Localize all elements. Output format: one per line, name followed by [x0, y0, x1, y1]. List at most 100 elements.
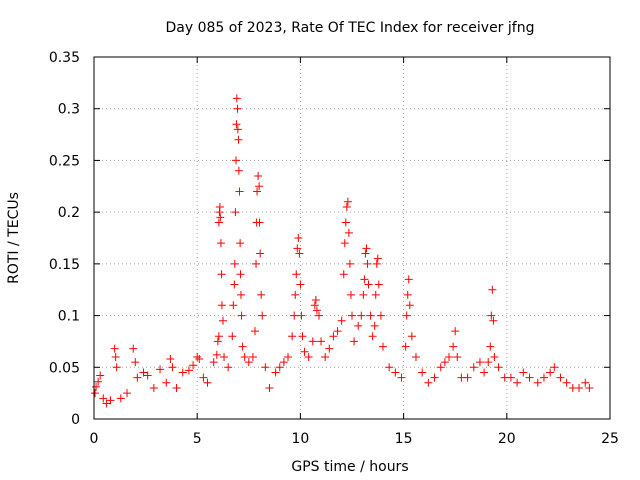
data-point — [368, 332, 377, 341]
data-point — [284, 352, 293, 361]
data-point — [539, 373, 548, 382]
data-point — [364, 280, 373, 289]
data-point — [244, 358, 253, 367]
data-point — [193, 352, 202, 361]
data-point — [275, 363, 284, 372]
data-point — [111, 352, 120, 361]
data-point — [340, 239, 349, 248]
data-point — [488, 285, 497, 294]
x-tick-label: 20 — [498, 431, 516, 447]
data-point — [213, 337, 222, 346]
data-point — [265, 383, 274, 392]
y-tick-label: 0.1 — [58, 309, 80, 325]
data-point — [346, 290, 355, 299]
data-point — [257, 290, 266, 299]
data-point — [463, 373, 472, 382]
data-point — [102, 399, 111, 408]
data-point — [217, 270, 226, 279]
data-point — [234, 135, 243, 144]
data-point — [261, 363, 270, 372]
data-point — [453, 352, 462, 361]
data-point — [391, 368, 400, 377]
data-point — [156, 365, 165, 374]
data-point — [240, 352, 249, 361]
y-tick-label: 0.35 — [49, 50, 80, 66]
data-point — [253, 187, 262, 196]
data-point — [224, 363, 233, 372]
data-point — [292, 270, 301, 279]
data-point — [195, 355, 204, 364]
data-points — [91, 94, 594, 408]
data-point — [217, 301, 226, 310]
data-point — [403, 290, 412, 299]
data-point — [255, 182, 264, 191]
data-point — [91, 389, 100, 398]
data-point — [533, 378, 542, 387]
data-point — [401, 342, 410, 351]
data-point — [234, 166, 243, 175]
data-point — [484, 358, 493, 367]
data-point — [546, 368, 555, 377]
y-tick-label: 0.2 — [58, 205, 80, 221]
y-tick-label: 0.3 — [58, 102, 80, 118]
data-point — [362, 244, 371, 253]
data-point — [290, 311, 299, 320]
data-point — [321, 352, 330, 361]
x-axis-label: GPS time / hours — [291, 459, 408, 475]
data-point — [214, 332, 223, 341]
data-point — [219, 316, 227, 325]
data-point — [342, 202, 351, 211]
data-point — [168, 363, 177, 372]
data-point — [445, 352, 454, 361]
data-point — [256, 249, 265, 258]
data-point — [550, 363, 559, 372]
data-point — [440, 358, 449, 367]
data-point — [311, 296, 320, 305]
data-point — [250, 327, 259, 336]
data-point — [300, 347, 309, 356]
data-point — [430, 373, 439, 382]
chart-title: Day 085 of 2023, Rate Of TEC Index for r… — [166, 20, 535, 36]
data-point — [475, 358, 484, 367]
data-point — [350, 337, 359, 346]
data-point — [228, 332, 237, 341]
data-point — [294, 234, 303, 242]
data-point — [231, 208, 240, 217]
data-point — [333, 327, 342, 336]
data-point — [314, 311, 323, 320]
data-point — [237, 311, 246, 320]
data-point — [562, 378, 571, 387]
data-point — [149, 383, 158, 392]
data-point — [585, 383, 594, 392]
data-point — [418, 368, 427, 377]
x-tick-label: 25 — [601, 431, 619, 447]
data-point — [258, 311, 267, 320]
data-point — [337, 316, 346, 325]
data-point — [317, 337, 326, 346]
data-point — [238, 342, 247, 351]
data-point — [112, 363, 121, 372]
data-point — [248, 352, 257, 361]
data-point — [233, 125, 242, 134]
data-point — [348, 311, 356, 320]
data-point — [363, 259, 372, 268]
axis-ticks: 0 5 10 15 20 25 0 0.05 0.1 0.15 0.2 0.25 0.3 0.35 — [49, 50, 619, 447]
data-point — [436, 363, 445, 372]
data-point — [376, 311, 385, 320]
data-point — [525, 373, 534, 382]
data-point — [451, 327, 460, 336]
data-point — [329, 332, 338, 341]
data-point — [490, 352, 499, 361]
data-point — [178, 368, 187, 377]
data-point — [131, 358, 140, 367]
data-point — [233, 104, 242, 113]
data-point — [212, 350, 221, 359]
data-point — [339, 270, 348, 279]
x-tick-label: 0 — [90, 431, 99, 447]
data-point — [295, 249, 304, 258]
data-point — [255, 218, 264, 227]
data-point — [405, 301, 414, 310]
data-point — [293, 244, 302, 253]
data-point — [449, 342, 458, 351]
